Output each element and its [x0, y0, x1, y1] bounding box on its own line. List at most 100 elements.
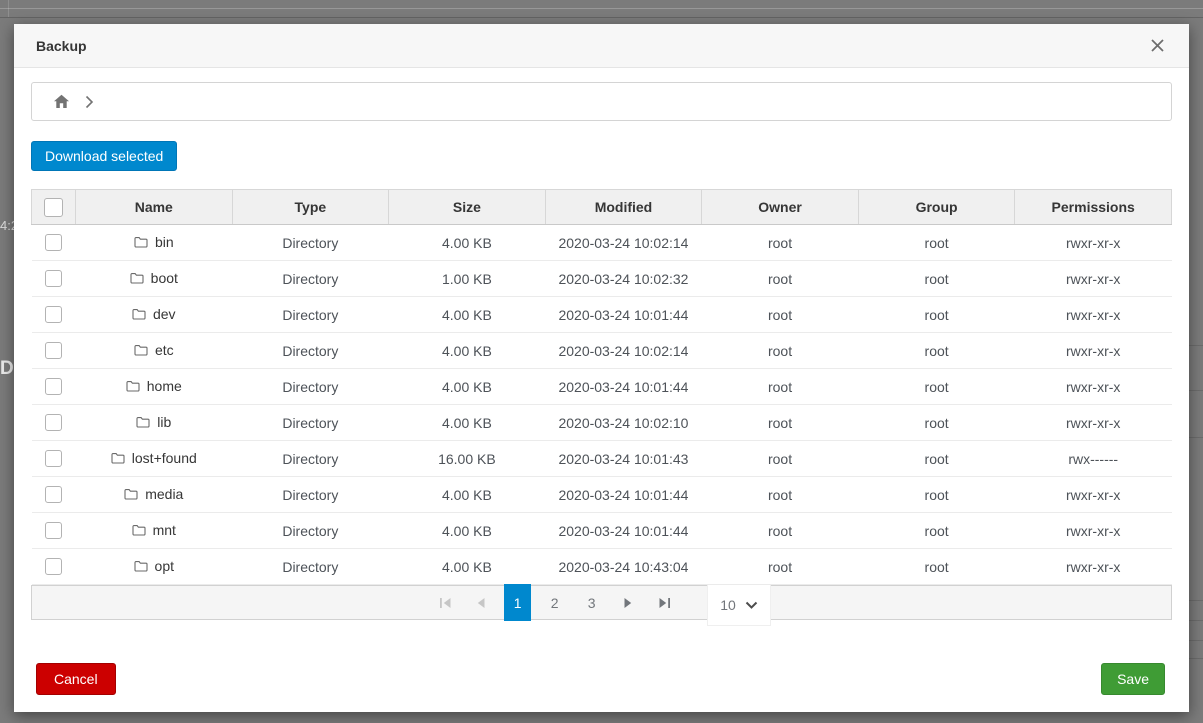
- file-name: etc: [154, 342, 174, 358]
- file-name-cell[interactable]: opt: [75, 548, 233, 585]
- page-button-1[interactable]: 1: [504, 584, 532, 621]
- file-size: 4.00 KB: [388, 512, 546, 549]
- file-size: 4.00 KB: [388, 404, 546, 441]
- save-button[interactable]: Save: [1101, 663, 1165, 695]
- page-button-3[interactable]: 3: [587, 594, 596, 611]
- row-select-cell: [31, 260, 76, 297]
- file-modified: 2020-03-24 10:43:04: [545, 548, 702, 585]
- first-page-button[interactable]: [432, 586, 458, 619]
- folder-icon: [130, 272, 144, 284]
- background-divider: [1188, 345, 1203, 346]
- file-size: 4.00 KB: [388, 224, 546, 261]
- file-permissions: rwxr-xr-x: [1014, 332, 1172, 369]
- table-row: boot Directory 1.00 KB 2020-03-24 10:02:…: [31, 260, 1172, 297]
- file-permissions: rwxr-xr-x: [1014, 404, 1172, 441]
- file-name: media: [145, 486, 184, 502]
- file-type: Directory: [232, 476, 389, 513]
- pagination: 1 2 3 10: [31, 584, 1172, 626]
- background-divider: [1188, 437, 1203, 438]
- file-name: dev: [152, 306, 176, 322]
- background-divider: [1188, 620, 1203, 621]
- row-select-cell: [31, 440, 76, 477]
- row-checkbox[interactable]: [45, 270, 62, 288]
- file-permissions: rwxr-xr-x: [1014, 548, 1172, 585]
- file-type: Directory: [232, 512, 389, 549]
- file-name-cell[interactable]: boot: [75, 260, 233, 297]
- folder-icon: [132, 308, 146, 320]
- row-checkbox[interactable]: [45, 522, 62, 540]
- download-selected-button[interactable]: Download selected: [31, 141, 178, 171]
- file-name-cell[interactable]: lost+found: [75, 440, 233, 477]
- file-group: root: [858, 368, 1015, 405]
- select-all-checkbox[interactable]: [44, 197, 63, 217]
- table-row: lost+found Directory 16.00 KB 2020-03-24…: [31, 440, 1172, 477]
- close-icon: [1150, 38, 1165, 53]
- file-name: lost+found: [131, 450, 197, 466]
- folder-icon: [133, 560, 148, 572]
- file-permissions: rwxr-xr-x: [1014, 224, 1172, 261]
- page-size-select[interactable]: 10: [707, 585, 771, 626]
- file-name-cell[interactable]: lib: [75, 404, 233, 441]
- table-row: media Directory 4.00 KB 2020-03-24 10:01…: [31, 476, 1172, 513]
- background-clock-fragment: 4:2: [0, 218, 19, 233]
- file-owner: root: [701, 296, 859, 333]
- file-owner: root: [701, 260, 859, 297]
- file-size: 4.00 KB: [388, 368, 546, 405]
- table-row: etc Directory 4.00 KB 2020-03-24 10:02:1…: [31, 332, 1172, 369]
- file-size: 4.00 KB: [388, 476, 546, 513]
- breadcrumb-home[interactable]: [53, 94, 70, 109]
- row-checkbox[interactable]: [45, 342, 62, 360]
- next-page-button[interactable]: [615, 586, 641, 619]
- row-checkbox[interactable]: [45, 558, 62, 576]
- table-row: mnt Directory 4.00 KB 2020-03-24 10:01:4…: [31, 512, 1172, 549]
- column-header-type: Type: [231, 189, 390, 225]
- column-header-size: Size: [388, 189, 546, 225]
- file-name-cell[interactable]: bin: [75, 224, 233, 261]
- row-checkbox[interactable]: [45, 486, 62, 504]
- column-header-owner: Owner: [701, 189, 859, 225]
- column-header-name: Name: [75, 189, 233, 225]
- breadcrumb: [31, 82, 1172, 121]
- table-row: lib Directory 4.00 KB 2020-03-24 10:02:1…: [31, 404, 1172, 441]
- cancel-button[interactable]: Cancel: [36, 663, 116, 695]
- file-name: home: [146, 378, 182, 394]
- last-page-button[interactable]: [651, 586, 677, 619]
- file-permissions: rwxr-xr-x: [1014, 260, 1172, 297]
- file-name-cell[interactable]: home: [75, 368, 233, 405]
- file-permissions: rwxr-xr-x: [1014, 296, 1172, 333]
- file-group: root: [858, 296, 1015, 333]
- dialog-header: Backup: [14, 24, 1189, 68]
- row-checkbox[interactable]: [45, 450, 62, 468]
- background-divider: [8, 0, 9, 17]
- table-row: dev Directory 4.00 KB 2020-03-24 10:01:4…: [31, 296, 1172, 333]
- file-group: root: [858, 440, 1015, 477]
- file-group: root: [858, 224, 1015, 261]
- file-modified: 2020-03-24 10:02:32: [545, 260, 702, 297]
- file-size: 1.00 KB: [388, 260, 546, 297]
- file-name: lib: [157, 414, 172, 430]
- home-icon: [53, 94, 70, 109]
- file-name-cell[interactable]: mnt: [75, 512, 233, 549]
- file-modified: 2020-03-24 10:01:44: [545, 368, 702, 405]
- file-name-cell[interactable]: etc: [75, 332, 233, 369]
- file-type: Directory: [232, 368, 389, 405]
- row-checkbox[interactable]: [45, 234, 62, 252]
- file-name-cell[interactable]: media: [75, 476, 233, 513]
- file-owner: root: [701, 548, 859, 585]
- row-checkbox[interactable]: [45, 378, 62, 396]
- file-name-cell[interactable]: dev: [75, 296, 233, 333]
- row-checkbox[interactable]: [45, 414, 62, 432]
- previous-page-button[interactable]: [468, 586, 494, 619]
- close-button[interactable]: [1147, 36, 1167, 56]
- table-row: home Directory 4.00 KB 2020-03-24 10:01:…: [31, 368, 1172, 405]
- dialog-footer: Cancel Save: [14, 663, 1189, 712]
- file-modified: 2020-03-24 10:01:44: [545, 512, 702, 549]
- file-name: bin: [154, 234, 174, 250]
- file-owner: root: [701, 512, 859, 549]
- first-page-icon: [439, 597, 452, 609]
- file-group: root: [858, 548, 1015, 585]
- row-checkbox[interactable]: [45, 306, 62, 324]
- background-divider: [0, 8, 1203, 9]
- file-owner: root: [701, 476, 859, 513]
- page-button-2[interactable]: 2: [550, 594, 559, 611]
